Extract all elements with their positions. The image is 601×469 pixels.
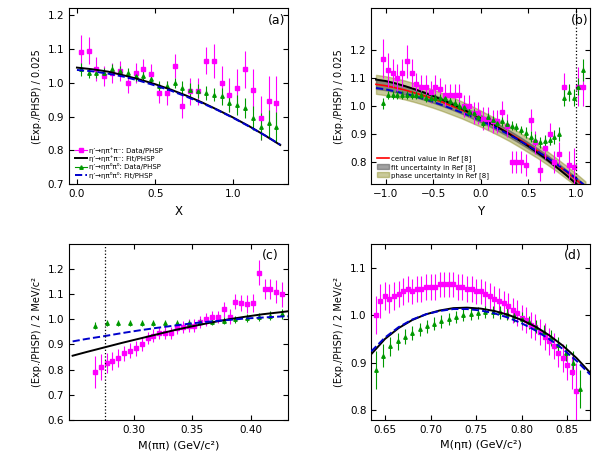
Y-axis label: (Exp./PHSP) / 2 MeV/c²: (Exp./PHSP) / 2 MeV/c² — [32, 277, 42, 387]
X-axis label: M(ππ) (GeV/c²): M(ππ) (GeV/c²) — [138, 440, 219, 450]
X-axis label: M(ηπ) (GeV/c²): M(ηπ) (GeV/c²) — [440, 440, 522, 450]
Text: (c): (c) — [262, 249, 278, 262]
Legend: central value in Ref [8], fit uncertainty in Ref [8], phase uncertainty in Ref [: central value in Ref [8], fit uncertaint… — [374, 153, 492, 181]
Y-axis label: (Exp./PHSP) / 2 MeV/c²: (Exp./PHSP) / 2 MeV/c² — [334, 277, 344, 387]
Text: (b): (b) — [570, 14, 588, 27]
X-axis label: Y: Y — [477, 204, 484, 218]
Text: (d): (d) — [564, 249, 582, 262]
Y-axis label: (Exp./PHSP) / 0.025: (Exp./PHSP) / 0.025 — [32, 49, 42, 144]
Text: (a): (a) — [269, 14, 286, 27]
Y-axis label: (Exp./PHSP) / 0.025: (Exp./PHSP) / 0.025 — [334, 49, 344, 144]
Legend: η′→ηπ⁺π⁻: Data/PHSP, η′→ηπ⁺π⁻: Fit/PHSP, η′→ηπ⁰π⁰: Data/PHSP, η′→ηπ⁰π⁰: Fit/PHSP: η′→ηπ⁺π⁻: Data/PHSP, η′→ηπ⁺π⁻: Fit/PHSP,… — [73, 145, 165, 181]
X-axis label: X: X — [174, 204, 183, 218]
